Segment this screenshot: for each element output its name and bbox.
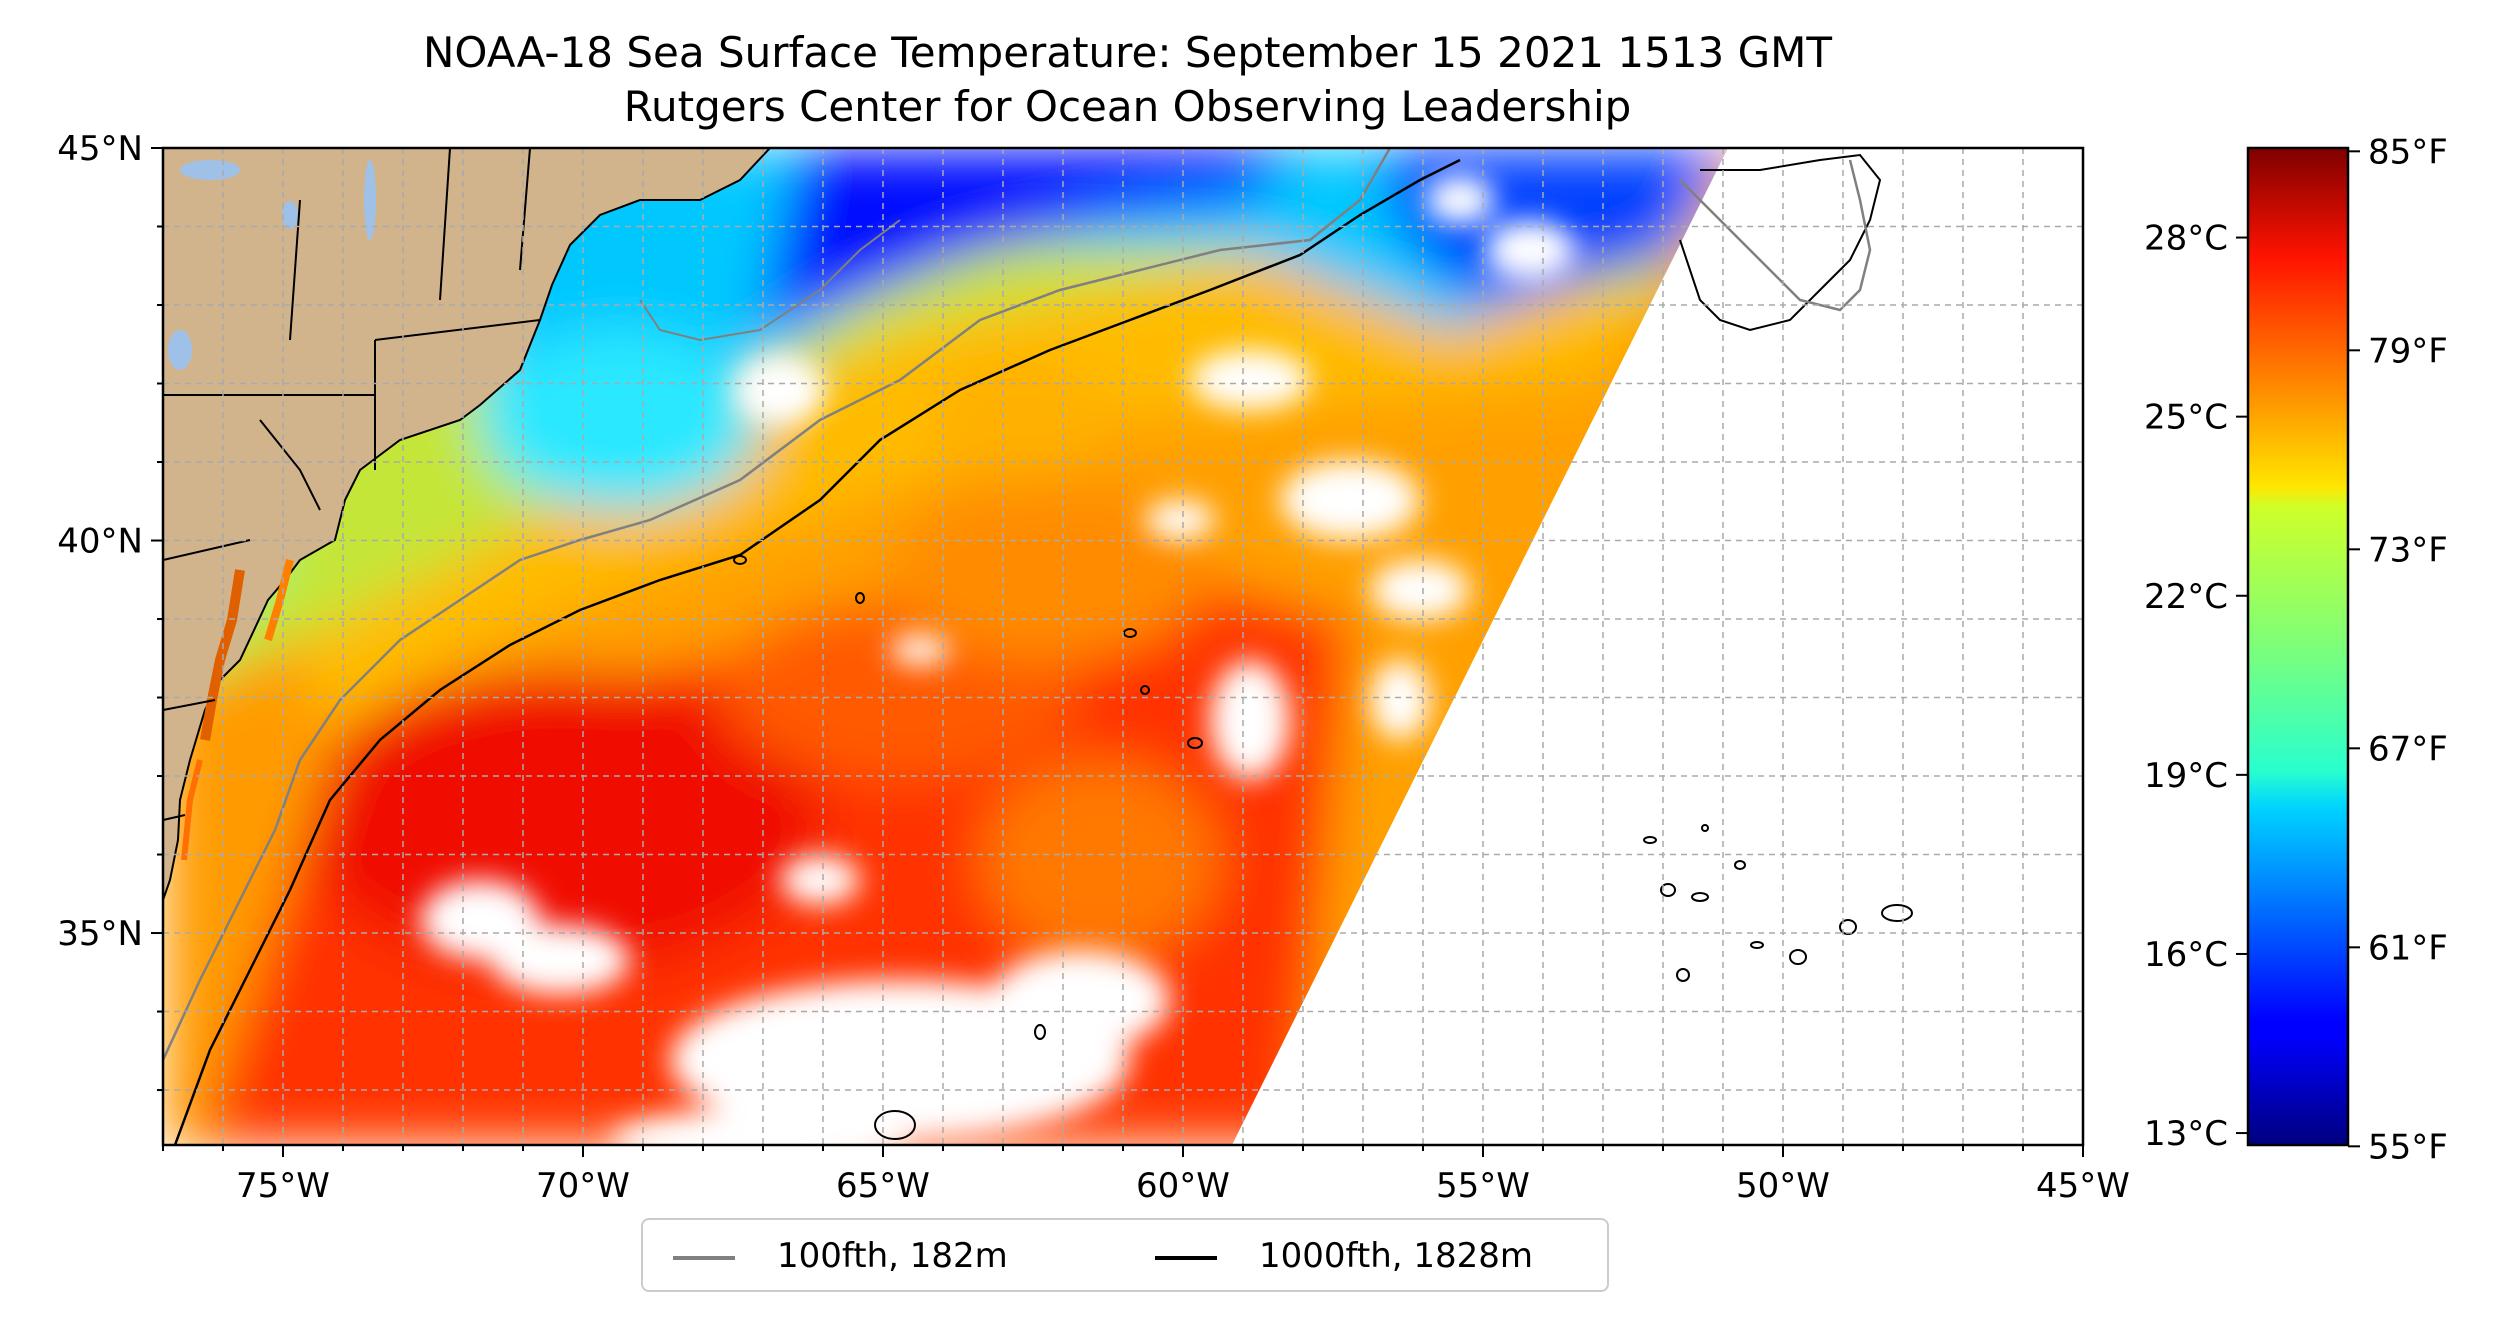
lon-tick-label: 55°W — [1436, 1166, 1530, 1206]
longitude-axis: 75°W 70°W 65°W 60°W 55°W 50°W 45°W — [162, 1145, 2130, 1206]
colorbar-celsius-axis: 28°C 25°C 22°C 19°C 16°C 13°C — [2144, 219, 2248, 1154]
contour-100fth — [163, 148, 1392, 1061]
contour-100fth-grand-banks — [1679, 159, 1872, 312]
legend-line-100fth — [673, 1256, 735, 1260]
canada-coastline — [1679, 153, 1882, 332]
celsius-tick-label: 13°C — [2144, 1114, 2228, 1154]
fahrenheit-tick-label: 73°F — [2368, 530, 2448, 570]
fahrenheit-tick-label: 55°F — [2368, 1127, 2448, 1167]
legend-label-100fth: 100fth, 182m — [777, 1236, 1008, 1276]
lon-tick-label: 50°W — [1736, 1166, 1830, 1206]
legend-item-100fth: 100fth, 182m — [643, 1234, 1063, 1278]
gridlines — [163, 148, 2083, 1145]
fahrenheit-tick-label: 61°F — [2368, 928, 2448, 968]
sst-swath — [163, 148, 1728, 1145]
fahrenheit-tick-label: 79°F — [2368, 331, 2448, 371]
lat-tick-label: 40°N — [57, 522, 143, 562]
celsius-tick-label: 16°C — [2144, 935, 2228, 975]
celsius-tick-label: 22°C — [2144, 577, 2228, 617]
lat-tick-label: 35°N — [57, 914, 143, 954]
latitude-axis: 45°N 40°N 35°N — [57, 129, 163, 1092]
lon-tick-label: 65°W — [836, 1166, 930, 1206]
fahrenheit-tick-label: 85°F — [2368, 132, 2448, 172]
legend-line-1000fth — [1155, 1256, 1217, 1260]
seamount-outlines — [733, 555, 1913, 1140]
land-mass — [163, 148, 772, 901]
map-title: NOAA-18 Sea Surface Temperature: Septemb… — [422, 28, 1833, 77]
lon-tick-label: 70°W — [536, 1166, 630, 1206]
lon-tick-label: 60°W — [1136, 1166, 1230, 1206]
colorbar-frame — [2246, 146, 2350, 1147]
lon-tick-label: 45°W — [2036, 1166, 2130, 1206]
lat-tick-label: 45°N — [57, 129, 143, 169]
contour-legend: 100fth, 182m 1000fth, 1828m — [641, 1218, 1609, 1292]
celsius-tick-label: 25°C — [2144, 398, 2228, 438]
legend-item-1000fth: 1000fth, 1828m — [1143, 1234, 1603, 1278]
colorbar-fahrenheit-axis: 85°F 79°F 73°F 67°F 61°F 55°F — [2348, 132, 2448, 1167]
celsius-tick-label: 19°C — [2144, 756, 2228, 796]
legend-label-1000fth: 1000fth, 1828m — [1259, 1236, 1534, 1276]
contour-gulf-of-maine — [639, 219, 901, 342]
colorbar — [2248, 148, 2348, 1145]
map-subtitle: Rutgers Center for Ocean Observing Leade… — [623, 82, 1632, 131]
map-plot-area — [163, 148, 2083, 1145]
fahrenheit-tick-label: 67°F — [2368, 729, 2448, 769]
celsius-tick-label: 28°C — [2144, 219, 2228, 259]
lon-tick-label: 75°W — [236, 1166, 330, 1206]
